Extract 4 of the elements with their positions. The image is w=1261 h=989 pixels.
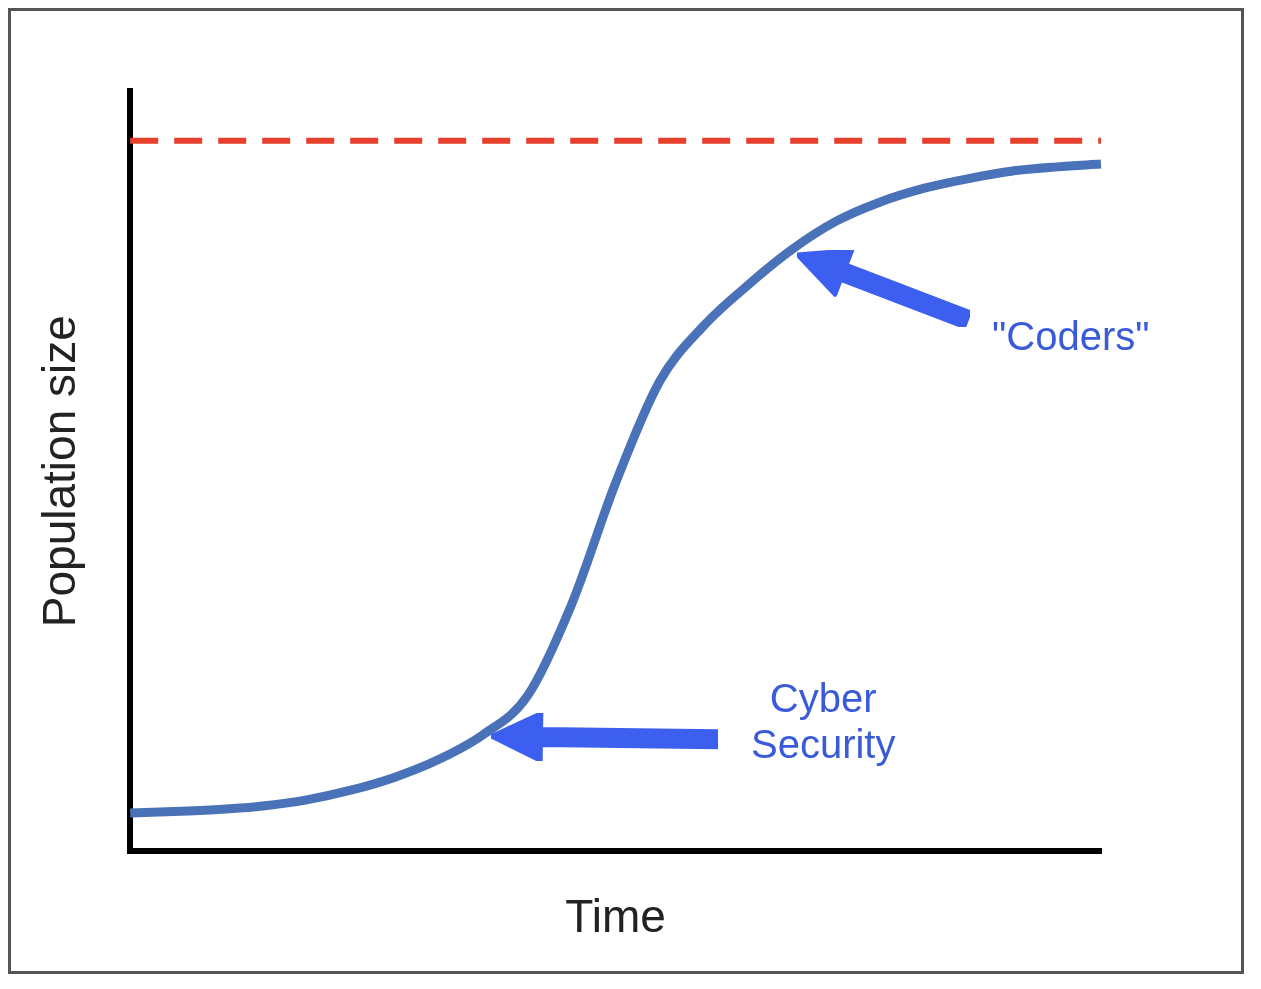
annotation: Cyber Security <box>749 674 897 767</box>
y-axis-title: Population size <box>33 315 86 628</box>
annotation: "Coders" <box>992 314 1150 360</box>
x-axis-title: Time <box>565 890 666 943</box>
